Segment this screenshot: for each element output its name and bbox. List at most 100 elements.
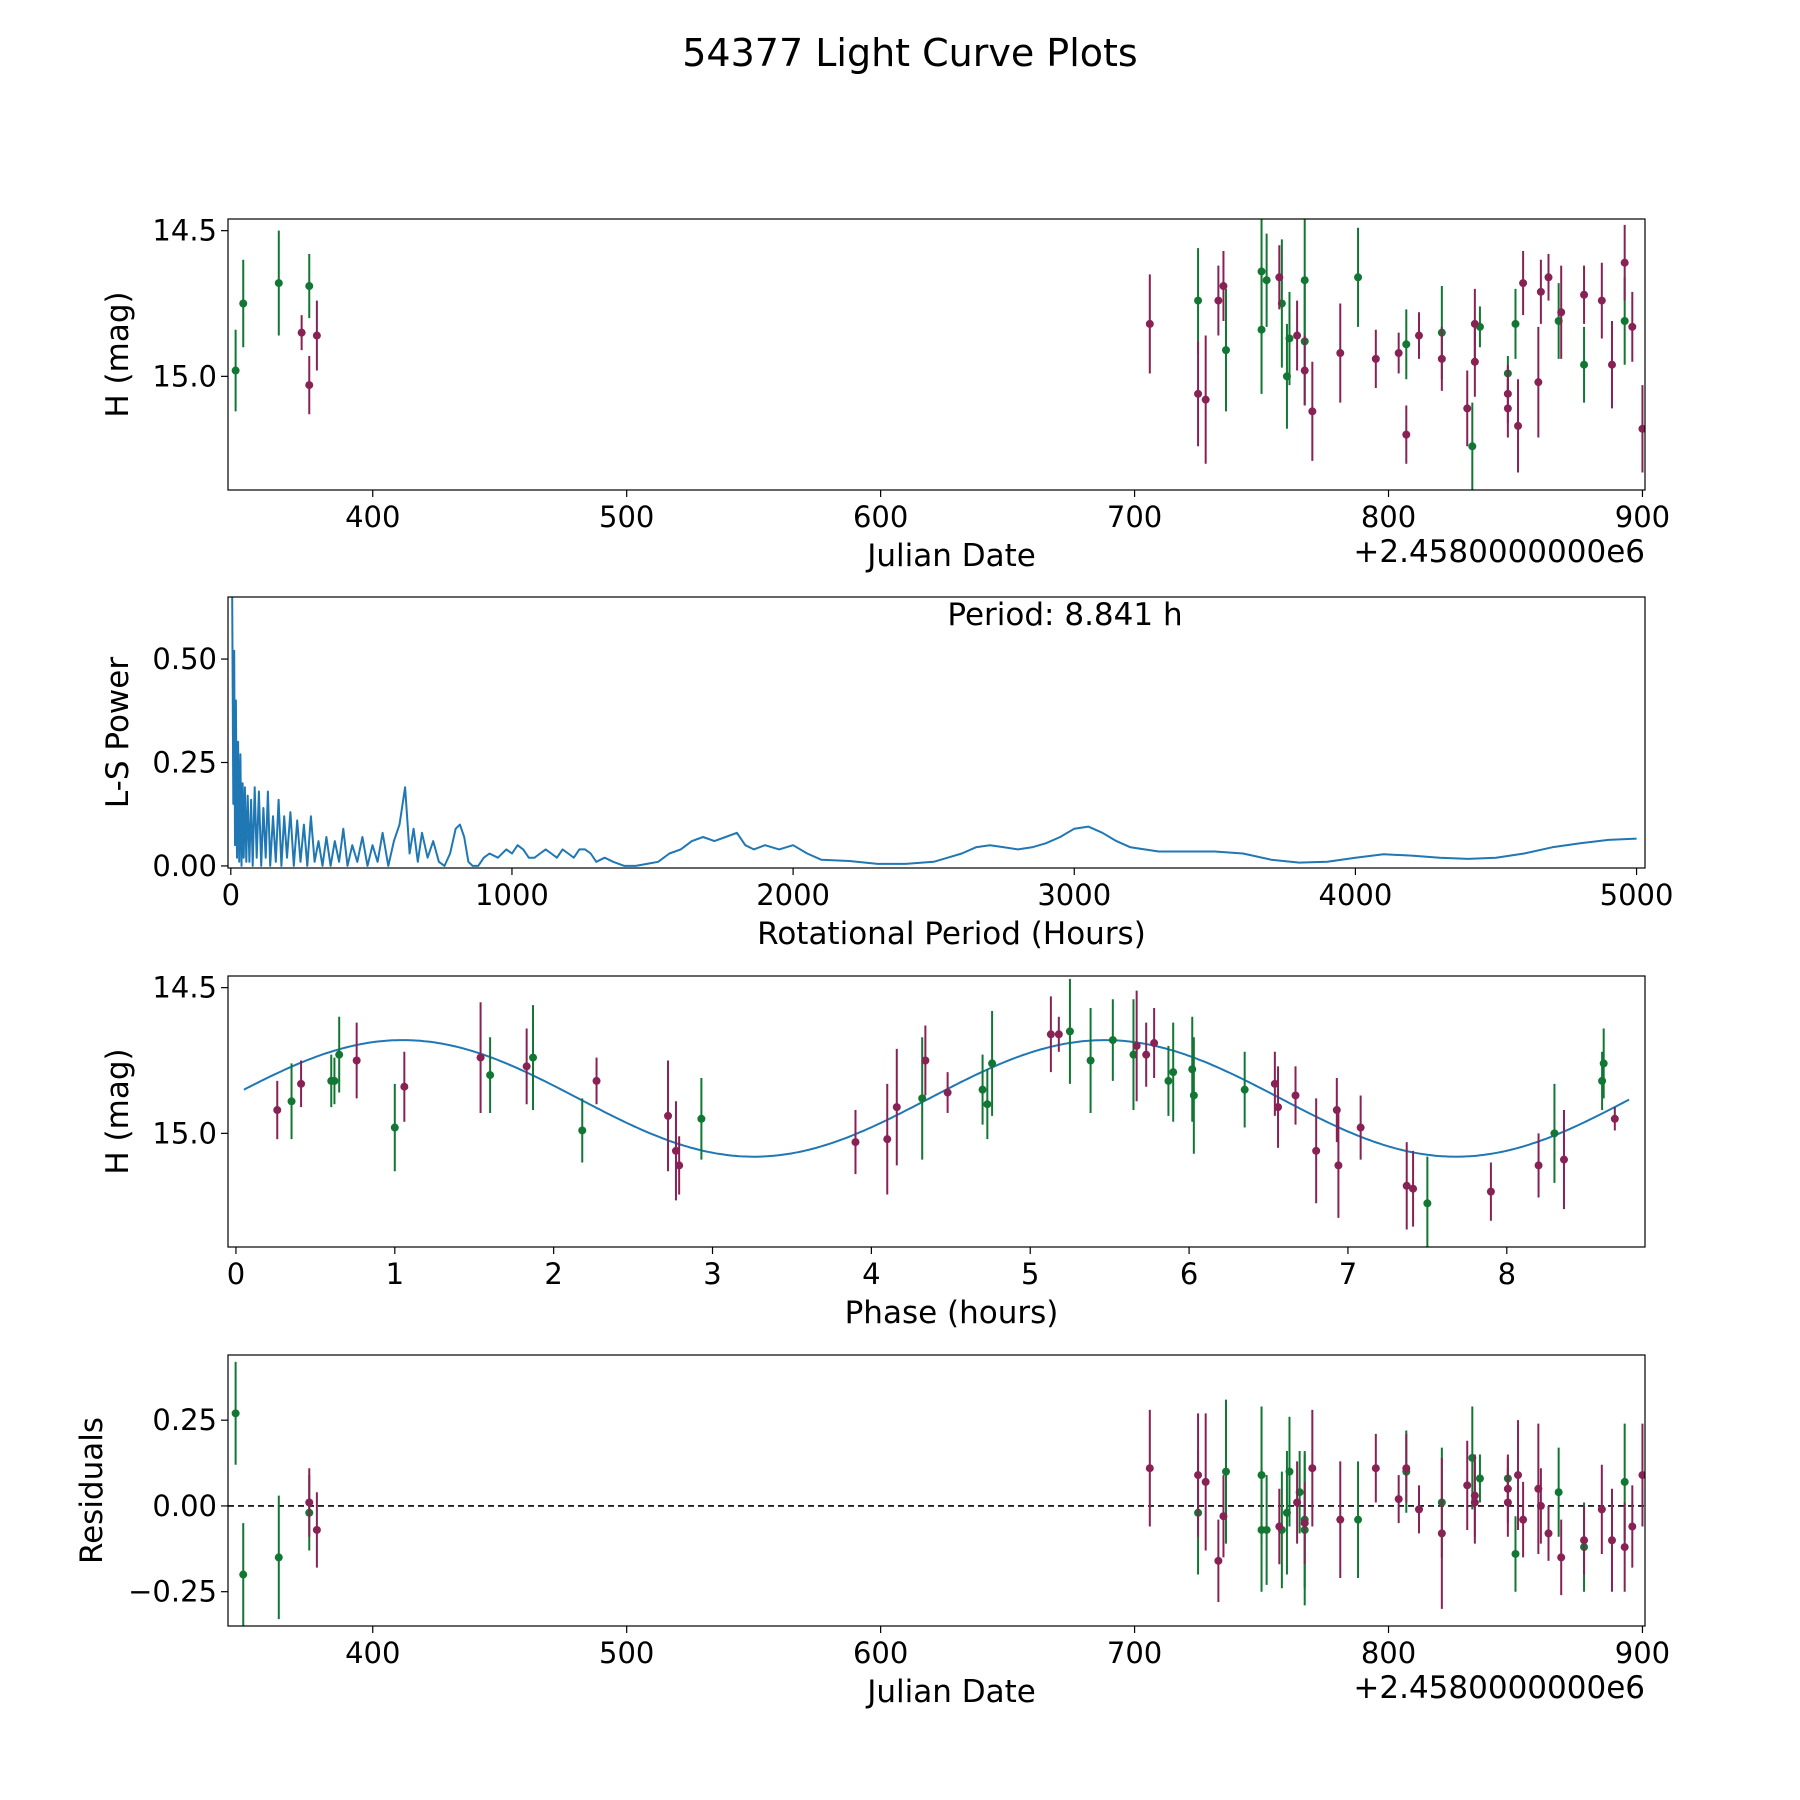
data-point	[1437, 1529, 1446, 1538]
plot-area-periodogram	[231, 597, 1637, 867]
y-tick-label: 0.50	[152, 642, 217, 676]
data-point	[1371, 1464, 1380, 1473]
data-point	[1511, 319, 1520, 328]
data-point	[1336, 349, 1345, 358]
data-point	[1221, 346, 1230, 355]
data-point	[1580, 1536, 1589, 1545]
data-point	[1189, 1091, 1198, 1100]
x-tick-label: 1	[386, 1257, 404, 1291]
x-tick-label: 4000	[1319, 878, 1393, 912]
data-point	[1308, 1464, 1317, 1473]
data-point	[1291, 1091, 1300, 1100]
y-tick-label: 0.25	[152, 745, 217, 779]
data-point	[1628, 1522, 1637, 1531]
data-point	[1638, 424, 1645, 433]
data-point	[983, 1100, 992, 1109]
data-point	[1597, 1505, 1606, 1514]
data-point	[1414, 1505, 1423, 1514]
data-point	[1503, 1498, 1512, 1507]
x-tick-label: 5	[1021, 1257, 1039, 1291]
data-point	[1354, 1515, 1363, 1524]
x-tick-label: 500	[599, 500, 654, 534]
data-point	[1332, 1106, 1341, 1115]
data-point	[1065, 1027, 1074, 1036]
period-annotation: Period: 8.841 h	[947, 597, 1182, 633]
data-point	[330, 1076, 339, 1085]
data-point	[1262, 276, 1271, 285]
data-point	[1201, 395, 1210, 404]
y-tick-label: 15.0	[152, 1116, 217, 1150]
data-point	[231, 1409, 240, 1418]
data-point	[1514, 421, 1523, 430]
data-point	[1536, 287, 1545, 296]
data-point	[1336, 1515, 1345, 1524]
x-axis-label: Julian Date	[865, 538, 1036, 574]
y-axis-label: Residuals	[74, 1417, 110, 1564]
data-point	[1054, 1030, 1063, 1039]
data-point	[312, 331, 321, 340]
axes-frame	[227, 596, 1646, 869]
data-point	[1300, 1519, 1309, 1528]
axes-frame	[227, 1354, 1646, 1627]
data-point	[943, 1088, 952, 1097]
data-point	[1409, 1184, 1418, 1193]
data-point	[476, 1053, 485, 1062]
data-point	[1257, 267, 1266, 276]
x-axis-label: Phase (hours)	[845, 1295, 1059, 1331]
data-point	[1046, 1030, 1055, 1039]
x-tick-label: 0	[222, 878, 240, 912]
data-point	[1334, 1161, 1343, 1170]
data-point	[352, 1056, 361, 1065]
data-point	[1274, 1103, 1283, 1112]
data-point	[578, 1126, 587, 1135]
data-point	[274, 279, 283, 288]
data-point	[1519, 279, 1528, 288]
data-point	[675, 1161, 684, 1170]
data-point	[1293, 331, 1302, 340]
data-point	[1219, 1512, 1228, 1521]
data-point	[297, 328, 306, 337]
data-point	[1129, 1050, 1138, 1059]
panel-lightcurve: 400 500 600 700 800 900 15.0 14.5 Julian Date H (…	[100, 214, 1670, 574]
data-point	[287, 1097, 296, 1106]
y-tick-label: 14.5	[152, 214, 217, 248]
data-point	[1554, 1488, 1563, 1497]
data-point	[1557, 1553, 1566, 1562]
data-point	[1108, 1036, 1117, 1045]
data-point	[1414, 331, 1423, 340]
data-point	[1638, 1471, 1645, 1480]
x-offset-text: +2.4580000000e6	[1353, 534, 1645, 570]
data-point	[1534, 1161, 1543, 1170]
panel-periodogram: 0 1000 2000 3000 4000 5000 0.00 0.25 0.50 Rotatio…	[100, 596, 1673, 952]
x-axis-label: Rotational Period (Hours)	[757, 916, 1146, 952]
data-point	[1598, 1076, 1607, 1085]
series-green	[287, 978, 1608, 1247]
data-point	[400, 1082, 409, 1091]
data-point	[1214, 296, 1223, 305]
data-point	[1356, 1123, 1365, 1132]
data-point	[1463, 1481, 1472, 1490]
data-point	[1214, 1556, 1223, 1565]
data-point	[1620, 258, 1629, 267]
data-point	[1475, 1474, 1484, 1483]
data-point	[1150, 1039, 1159, 1048]
data-point	[1402, 1464, 1411, 1473]
x-tick-label: 0	[227, 1257, 245, 1291]
data-point	[1169, 1068, 1178, 1077]
data-point	[1262, 1525, 1271, 1534]
data-point	[921, 1056, 930, 1065]
data-point	[1293, 1498, 1302, 1507]
y-axis-label: H (mag)	[100, 1048, 136, 1174]
data-point	[1145, 319, 1154, 328]
data-point	[988, 1059, 997, 1068]
data-point	[1194, 389, 1203, 398]
series-purple	[305, 1409, 1645, 1609]
data-point	[1519, 1515, 1528, 1524]
data-point	[335, 1050, 344, 1059]
data-point	[231, 366, 240, 375]
x-tick-label: 600	[853, 500, 908, 534]
x-tick-label: 3000	[1037, 878, 1111, 912]
x-tick-label: 6	[1180, 1257, 1198, 1291]
data-point	[1300, 276, 1309, 285]
